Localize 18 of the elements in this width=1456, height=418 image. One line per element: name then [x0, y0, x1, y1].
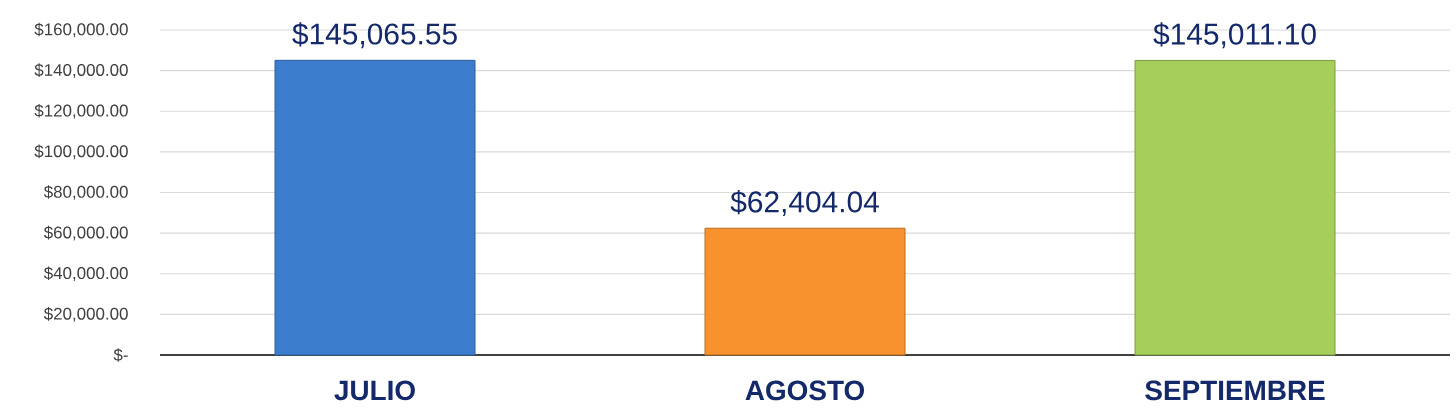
- data-label: $145,065.55: [292, 22, 457, 49]
- y-tick-label: $80,000.00: [43, 185, 128, 200]
- y-tick-label: $-: [113, 348, 128, 362]
- x-tick-label: SEPTIEMBRE: [1145, 380, 1325, 401]
- x-tick-label: JULIO: [334, 380, 415, 401]
- bar: [1134, 59, 1336, 356]
- data-label: $62,404.04: [730, 190, 879, 217]
- y-tick-label: $100,000.00: [34, 144, 128, 160]
- bar: [274, 59, 476, 356]
- x-tick-label: AGOSTO: [745, 380, 865, 401]
- y-tick-label: $120,000.00: [34, 103, 128, 119]
- data-label: $145,011.10: [1153, 22, 1316, 49]
- bar: [704, 227, 906, 356]
- y-tick-label: $140,000.00: [34, 63, 128, 78]
- y-tick-label: $40,000.00: [43, 266, 128, 282]
- y-tick-label: $160,000.00: [34, 22, 128, 38]
- y-tick-label: $60,000.00: [43, 225, 128, 241]
- y-tick-label: $20,000.00: [43, 307, 128, 322]
